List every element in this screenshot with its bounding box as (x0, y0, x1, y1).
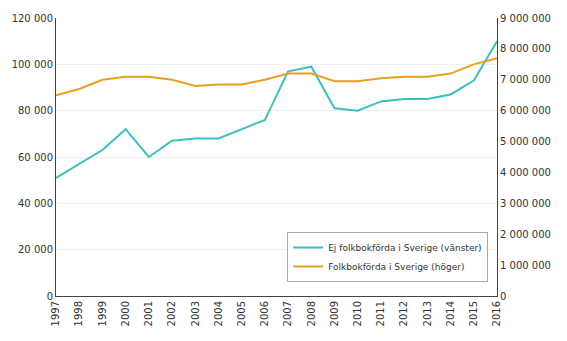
svg-text:2008: 2008 (306, 301, 317, 326)
svg-text:2004: 2004 (213, 301, 224, 326)
svg-text:5 000 000: 5 000 000 (500, 136, 551, 147)
svg-text:0: 0 (47, 291, 53, 302)
svg-text:0: 0 (500, 291, 506, 302)
svg-text:2007: 2007 (282, 301, 293, 326)
svg-text:2006: 2006 (259, 301, 270, 326)
svg-text:2000: 2000 (120, 301, 131, 326)
svg-text:1998: 1998 (73, 301, 84, 326)
svg-text:2010: 2010 (352, 301, 363, 326)
svg-text:2013: 2013 (422, 301, 433, 326)
svg-text:2002: 2002 (166, 301, 177, 326)
svg-text:2011: 2011 (375, 301, 386, 326)
svg-text:2001: 2001 (143, 301, 154, 326)
svg-text:1999: 1999 (97, 301, 108, 326)
svg-text:2016: 2016 (491, 301, 502, 326)
svg-text:Ej folkbokförda i Sverige (vän: Ej folkbokförda i Sverige (vänster) (328, 243, 481, 253)
svg-text:60 000: 60 000 (18, 152, 53, 163)
svg-text:80 000: 80 000 (18, 105, 53, 116)
svg-text:2014: 2014 (445, 301, 456, 326)
svg-text:2003: 2003 (190, 301, 201, 326)
svg-text:2005: 2005 (236, 301, 247, 326)
svg-text:4 000 000: 4 000 000 (500, 167, 551, 178)
svg-text:2015: 2015 (468, 301, 479, 326)
svg-text:2009: 2009 (329, 301, 340, 326)
svg-text:1 000 000: 1 000 000 (500, 260, 551, 271)
svg-text:20 000: 20 000 (18, 244, 53, 255)
svg-text:40 000: 40 000 (18, 198, 53, 209)
svg-text:6 000 000: 6 000 000 (500, 105, 551, 116)
svg-text:120 000: 120 000 (12, 13, 53, 24)
svg-text:100 000: 100 000 (12, 59, 53, 70)
svg-text:3 000 000: 3 000 000 (500, 198, 551, 209)
svg-text:2012: 2012 (398, 301, 409, 326)
svg-text:7 000 000: 7 000 000 (500, 74, 551, 85)
svg-text:Folkbokförda i Sverige (höger): Folkbokförda i Sverige (höger) (328, 262, 464, 272)
svg-text:2 000 000: 2 000 000 (500, 229, 551, 240)
svg-text:9 000 000: 9 000 000 (500, 13, 551, 24)
svg-text:8 000 000: 8 000 000 (500, 43, 551, 54)
svg-text:1997: 1997 (50, 301, 61, 326)
